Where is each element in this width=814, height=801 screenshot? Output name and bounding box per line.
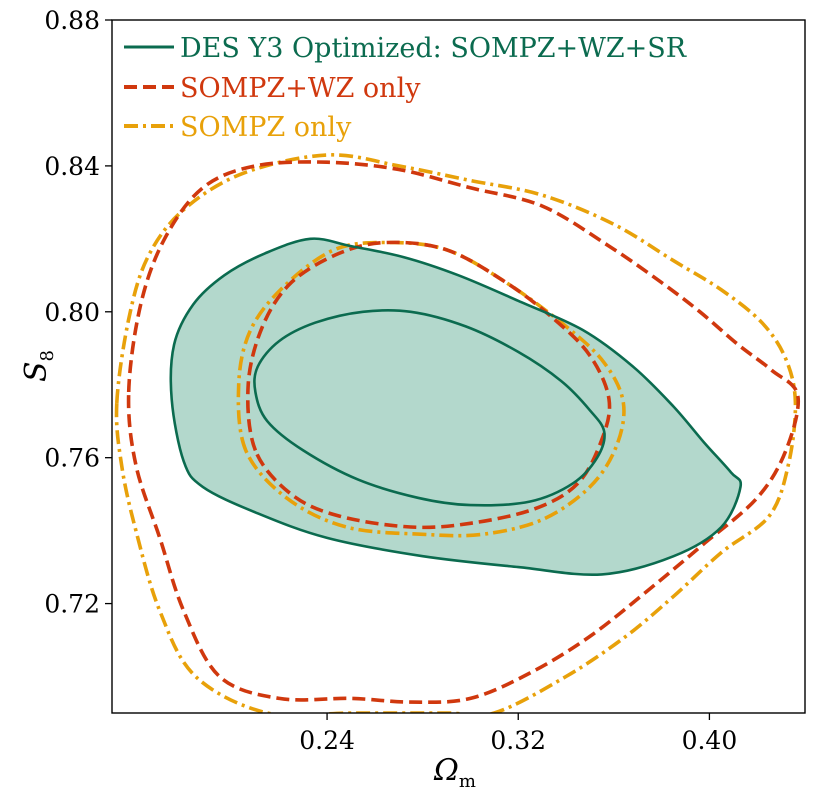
legend-label-0: DES Y3 Optimized: SOMPZ+WZ+SR [180,33,687,64]
contour-line-1-68pct [245,240,612,530]
y-tick-label: 0.88 [44,6,100,35]
contour-fill-0-68pct [254,310,605,506]
y-axis-label-sub: 8 [37,350,58,361]
plot-frame [111,19,806,714]
filled-regions [170,238,741,575]
legend-label-2: SOMPZ only [180,112,352,143]
contour-line-2-68pct [236,240,626,538]
legend-label-1: SOMPZ+WZ only [180,73,421,104]
axis-ticks: 0.24 0.32 0.40 0.72 0.76 0.80 0.84 0.88 [44,6,737,755]
y-axis-label: S8 [19,350,58,382]
x-axis-label: Ωm [433,753,476,792]
legend: DES Y3 Optimized: SOMPZ+WZ+SR SOMPZ+WZ o… [124,33,687,143]
contour-line-1-95pct [126,160,801,705]
contour-line-0-95pct [169,237,743,577]
y-tick-label: 0.72 [44,590,100,619]
contour-line-2-95pct [114,153,798,713]
x-axis-label-sub: m [459,771,476,792]
y-tick-label: 0.84 [44,152,100,181]
x-tick-label: 0.40 [682,726,738,755]
contour-lines [114,153,801,713]
x-tick-label: 0.24 [299,726,355,755]
x-tick-label: 0.32 [490,726,546,755]
y-tick-label: 0.80 [44,298,100,327]
y-tick-label: 0.76 [44,444,100,473]
contour-line-0-68pct [253,308,606,507]
